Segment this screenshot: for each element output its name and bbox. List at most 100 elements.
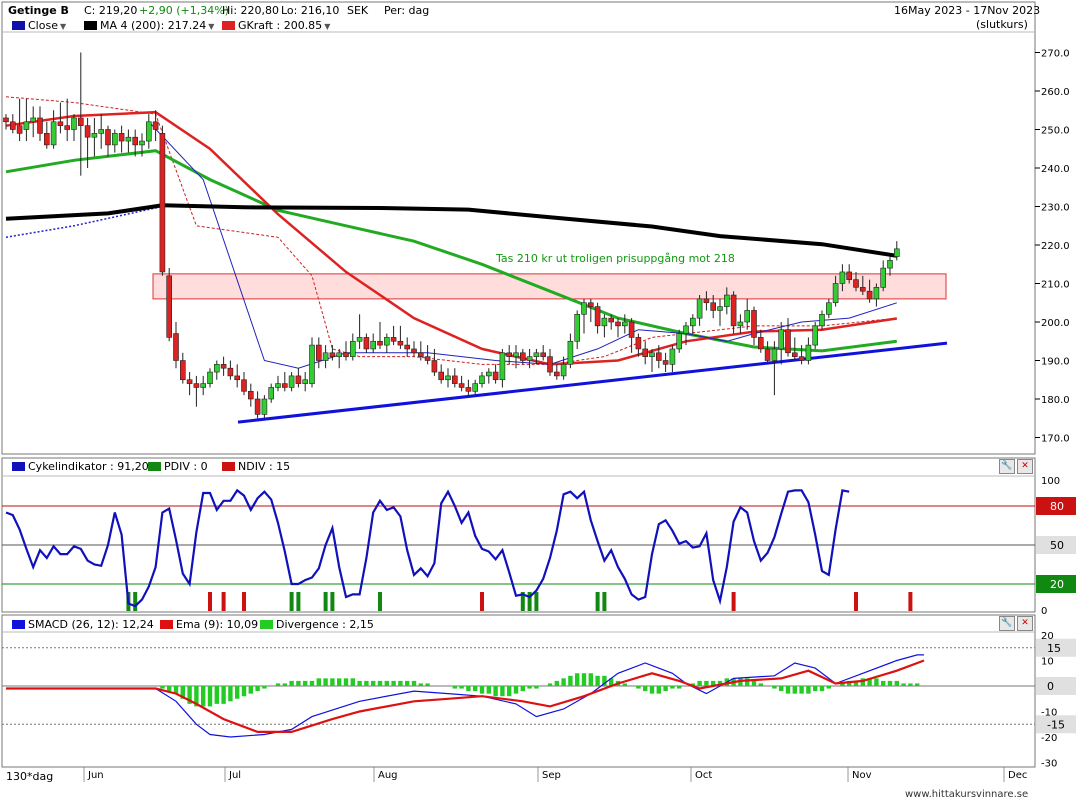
candle-body bbox=[479, 375, 485, 384]
candle-body bbox=[513, 352, 519, 357]
candle-body bbox=[50, 121, 57, 146]
x-tick-label: Oct bbox=[695, 770, 712, 781]
period: Per: dag bbox=[384, 4, 430, 17]
settings-icon[interactable]: 🔧 bbox=[999, 459, 1015, 474]
candle-body bbox=[220, 364, 227, 369]
pdiv-bar bbox=[296, 592, 301, 611]
candle-body bbox=[254, 398, 261, 415]
candle-body bbox=[472, 383, 479, 392]
candle-body bbox=[567, 340, 574, 365]
price-y-tick-label: 260.0 bbox=[1041, 87, 1070, 98]
divergence-bar bbox=[289, 680, 294, 686]
price-y-tick-label: 210.0 bbox=[1041, 280, 1070, 291]
candle-body bbox=[118, 133, 125, 142]
divergence-bar bbox=[588, 673, 593, 686]
candle-body bbox=[370, 340, 377, 350]
candle-body bbox=[275, 383, 281, 388]
candle-body bbox=[458, 383, 465, 388]
legend-gkraft[interactable]: GKraft : 200.85 ▼ bbox=[222, 19, 330, 32]
price-y-tick-label: 200.0 bbox=[1041, 318, 1070, 329]
divergence-bar bbox=[187, 686, 192, 704]
candle-body bbox=[887, 260, 893, 269]
divergence-bar bbox=[901, 683, 906, 686]
timeframe-label: 130*dag bbox=[6, 770, 54, 783]
legend-smacd: SMACD (26, 12): 12,24 bbox=[12, 618, 154, 631]
divergence-bar bbox=[840, 683, 845, 686]
candle-body bbox=[159, 133, 166, 273]
candle-body bbox=[499, 352, 506, 381]
candle-body bbox=[30, 117, 37, 123]
candle-body bbox=[363, 337, 370, 350]
divergence-bar bbox=[547, 683, 553, 686]
candle-body bbox=[485, 371, 492, 377]
divergence-bar bbox=[860, 678, 865, 686]
candle-body bbox=[608, 317, 615, 323]
close-icon[interactable]: ✕ bbox=[1017, 616, 1033, 631]
price-mode: (slutkurs) bbox=[976, 18, 1028, 31]
divergence-bar bbox=[799, 686, 804, 694]
candle-body bbox=[84, 125, 91, 138]
divergence-bar bbox=[894, 680, 899, 686]
candle-body bbox=[23, 121, 30, 130]
candle-body bbox=[581, 302, 587, 315]
divergence-bar bbox=[772, 686, 777, 689]
candle-body bbox=[866, 290, 873, 300]
cycle-level-label: 80 bbox=[1050, 500, 1064, 513]
candle-body bbox=[506, 352, 513, 357]
candle-body bbox=[173, 333, 179, 361]
divergence-bar bbox=[745, 678, 750, 686]
legend-close[interactable]: Close ▼ bbox=[12, 19, 66, 32]
cycle-level-badge bbox=[1036, 575, 1076, 593]
legend-ndiv: NDIV : 15 bbox=[222, 460, 290, 473]
ndiv-bar bbox=[908, 592, 913, 611]
candle-body bbox=[839, 271, 846, 284]
divergence-bar bbox=[819, 686, 825, 692]
divergence-bar bbox=[194, 686, 199, 707]
divergence-bar bbox=[656, 686, 661, 694]
candle-body bbox=[737, 321, 744, 327]
candle-body bbox=[152, 121, 159, 130]
candle-body bbox=[594, 306, 601, 327]
candle-body bbox=[302, 379, 309, 384]
divergence-bar bbox=[779, 686, 784, 692]
divergence-bar bbox=[303, 680, 308, 686]
change-value: +2,90 (+1,34%) bbox=[139, 4, 229, 17]
cycle-level-label: 20 bbox=[1050, 578, 1064, 591]
divergence-bar bbox=[595, 675, 600, 686]
ma200-line bbox=[5, 203, 898, 258]
candle-body bbox=[676, 333, 683, 350]
divergence-bar bbox=[466, 686, 471, 692]
settings-icon[interactable]: 🔧 bbox=[999, 616, 1015, 631]
candle-body bbox=[125, 136, 132, 142]
candle-body bbox=[186, 379, 193, 384]
legend-cykelindikator: Cykelindikator : 91,20 bbox=[12, 460, 149, 473]
candle-body bbox=[227, 367, 234, 377]
legend-ma200[interactable]: MA 4 (200): 217.24 ▼ bbox=[84, 19, 214, 32]
x-tick-label: Sep bbox=[542, 770, 561, 781]
candle-body bbox=[846, 271, 853, 280]
legend-divergence: Divergence : 2,15 bbox=[260, 618, 374, 631]
candle-body bbox=[621, 321, 628, 327]
candle-body bbox=[214, 364, 220, 373]
divergence-bar bbox=[282, 683, 287, 686]
divergence-bar bbox=[915, 683, 920, 686]
pdiv-bar bbox=[520, 592, 525, 611]
divergence-bar bbox=[364, 680, 369, 686]
divergence-bar bbox=[384, 680, 389, 686]
candle-body bbox=[112, 133, 118, 146]
candle-body bbox=[309, 344, 315, 384]
divergence-bar bbox=[690, 683, 695, 686]
divergence-bar bbox=[275, 683, 281, 686]
close-value: C: 219,20 bbox=[84, 4, 138, 17]
divergence-bar bbox=[751, 680, 757, 686]
candle-body bbox=[3, 117, 9, 123]
candle-body bbox=[261, 398, 268, 415]
smacd-level-badge bbox=[1036, 715, 1076, 734]
pdiv-bar bbox=[595, 592, 600, 611]
candle-body bbox=[146, 121, 152, 142]
close-icon[interactable]: ✕ bbox=[1017, 459, 1033, 474]
divergence-bar bbox=[248, 686, 253, 694]
candle-body bbox=[295, 375, 302, 384]
candle-body bbox=[710, 302, 717, 311]
